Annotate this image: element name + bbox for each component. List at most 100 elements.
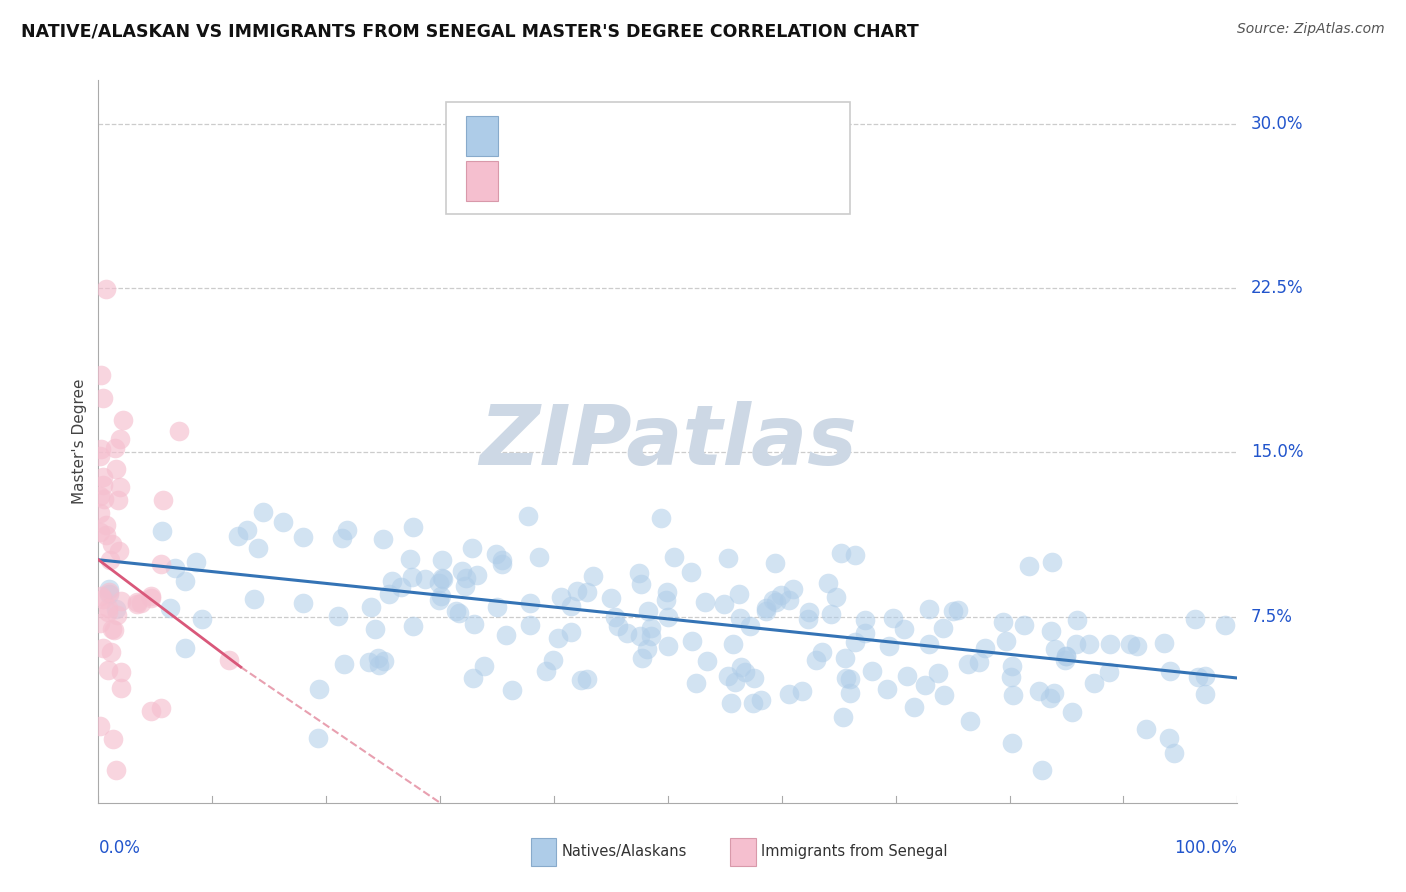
Point: [1001, 736, 1024, 750]
Point: [169, 424, 191, 438]
Text: 22.5%: 22.5%: [1251, 279, 1303, 297]
Point: [91, 641, 114, 656]
Point: [450, 564, 472, 578]
Point: [543, 652, 565, 666]
Point: [657, 610, 679, 624]
Point: [165, 561, 187, 575]
Point: [104, 462, 127, 476]
Point: [896, 669, 918, 683]
Point: [778, 687, 800, 701]
Point: [139, 591, 162, 605]
Point: [830, 546, 852, 560]
Point: [681, 634, 703, 648]
Text: 100.0%: 100.0%: [1174, 838, 1237, 857]
Point: [101, 537, 124, 551]
Point: [575, 584, 598, 599]
Point: [93, 477, 115, 491]
Point: [527, 550, 550, 565]
Point: [817, 576, 839, 591]
Point: [637, 604, 659, 618]
Point: [430, 571, 453, 585]
Point: [914, 678, 936, 692]
Point: [934, 689, 956, 703]
Point: [1135, 722, 1157, 736]
Point: [696, 654, 718, 668]
Point: [111, 413, 134, 427]
Point: [129, 596, 152, 610]
Point: [1054, 648, 1077, 663]
Point: [547, 631, 569, 645]
Point: [1159, 665, 1181, 679]
Point: [1028, 683, 1050, 698]
Point: [724, 675, 747, 690]
Text: Source: ZipAtlas.com: Source: ZipAtlas.com: [1237, 22, 1385, 37]
Point: [501, 683, 523, 698]
Point: [104, 602, 127, 616]
Point: [721, 637, 744, 651]
Point: [1184, 612, 1206, 626]
Point: [242, 591, 264, 606]
Point: [271, 516, 294, 530]
Point: [91, 391, 114, 405]
Point: [769, 588, 792, 602]
Point: [110, 681, 132, 695]
Point: [125, 597, 148, 611]
Point: [654, 593, 676, 607]
Point: [806, 652, 828, 666]
Point: [96, 518, 118, 533]
Point: [1078, 637, 1101, 651]
Point: [876, 682, 898, 697]
Point: [291, 597, 314, 611]
Point: [367, 651, 389, 665]
Point: [727, 587, 749, 601]
Point: [877, 639, 900, 653]
Point: [860, 664, 883, 678]
Point: [236, 523, 259, 537]
Point: [853, 625, 876, 640]
Point: [797, 612, 820, 626]
Point: [107, 493, 129, 508]
Point: [1098, 637, 1121, 651]
Point: [550, 591, 572, 605]
Point: [720, 696, 742, 710]
Point: [461, 671, 484, 685]
Point: [685, 676, 707, 690]
Text: 7.5%: 7.5%: [1251, 607, 1294, 625]
Point: [853, 613, 876, 627]
Point: [740, 619, 762, 633]
Point: [150, 524, 173, 538]
Point: [454, 572, 477, 586]
Point: [755, 601, 778, 615]
Point: [449, 607, 471, 621]
Point: [150, 557, 173, 571]
Point: [765, 595, 787, 609]
Point: [657, 639, 679, 653]
Point: [882, 611, 904, 625]
Point: [749, 693, 772, 707]
Point: [89, 615, 111, 630]
Point: [97, 605, 120, 619]
Point: [1031, 763, 1053, 777]
Point: [778, 593, 800, 607]
Point: [1064, 637, 1087, 651]
Point: [246, 541, 269, 556]
Point: [368, 658, 391, 673]
Point: [127, 595, 149, 609]
Point: [427, 576, 450, 591]
Point: [149, 701, 172, 715]
Point: [159, 600, 181, 615]
Point: [454, 579, 477, 593]
Point: [1000, 670, 1022, 684]
Point: [630, 651, 652, 665]
Point: [108, 480, 131, 494]
Point: [628, 566, 651, 581]
Point: [98, 587, 121, 601]
Point: [103, 623, 125, 637]
Point: [472, 658, 495, 673]
Point: [942, 604, 965, 618]
Point: [401, 569, 423, 583]
Point: [519, 618, 541, 632]
Point: [616, 625, 638, 640]
Point: [755, 604, 778, 618]
Point: [839, 686, 862, 700]
